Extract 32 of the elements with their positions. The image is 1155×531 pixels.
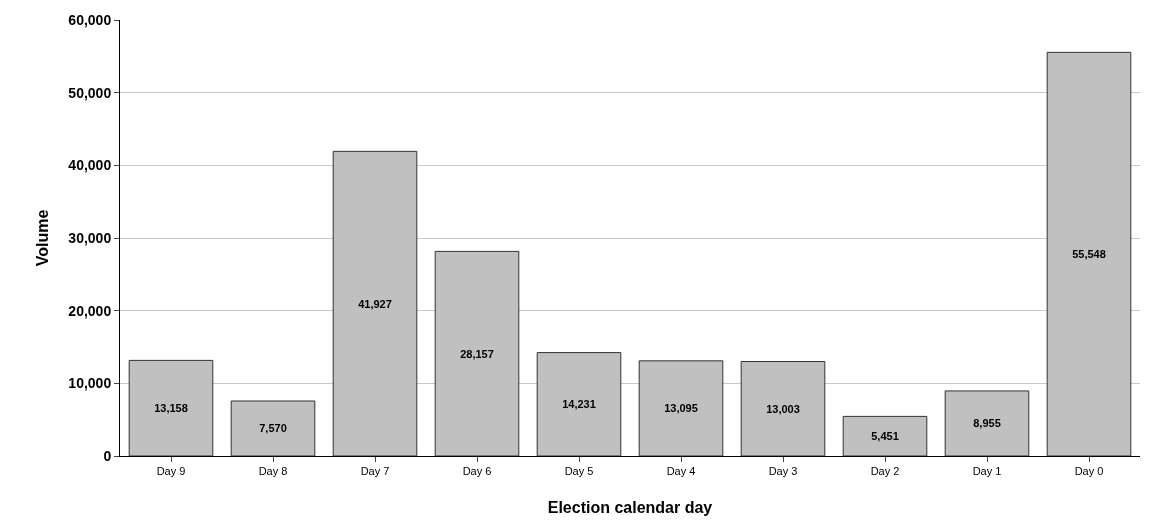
x-tick-label: Day 9 xyxy=(156,465,186,478)
x-tick-label: Day 1 xyxy=(972,465,1002,478)
y-tick-label: 0 xyxy=(103,447,112,464)
y-tick-label: 40,000 xyxy=(68,157,112,174)
y-axis-title: Volume xyxy=(34,209,52,267)
bar xyxy=(230,400,316,456)
y-tick-label: 60,000 xyxy=(68,11,112,28)
data-label: 8,955 xyxy=(973,417,1001,430)
bar xyxy=(944,390,1030,456)
data-label: 55,548 xyxy=(1072,248,1106,261)
data-label: 28,157 xyxy=(460,347,494,360)
x-tick-label: Day 0 xyxy=(1074,465,1104,478)
y-tick-label: 10,000 xyxy=(68,375,112,392)
data-label: 13,095 xyxy=(664,402,698,415)
y-tick-label: 20,000 xyxy=(68,302,112,319)
y-tick-label: 50,000 xyxy=(68,84,112,101)
data-label: 14,231 xyxy=(562,398,596,411)
data-label: 41,927 xyxy=(358,297,392,310)
x-tick-label: Day 6 xyxy=(462,465,492,478)
x-axis-title: Election calendar day xyxy=(547,498,713,516)
y-tick-label: 30,000 xyxy=(68,229,112,246)
x-tick-label: Day 7 xyxy=(360,465,390,478)
data-label: 13,003 xyxy=(766,402,800,415)
bar xyxy=(842,415,928,456)
x-tick-label: Day 8 xyxy=(258,465,288,478)
x-tick-label: Day 2 xyxy=(870,465,900,478)
data-label: 5,451 xyxy=(871,430,899,443)
data-label: 7,570 xyxy=(259,422,287,435)
x-tick-label: Day 5 xyxy=(564,465,594,478)
x-tick-label: Day 4 xyxy=(666,465,696,478)
data-label: 13,158 xyxy=(154,402,188,415)
x-tick-label: Day 3 xyxy=(768,465,798,478)
